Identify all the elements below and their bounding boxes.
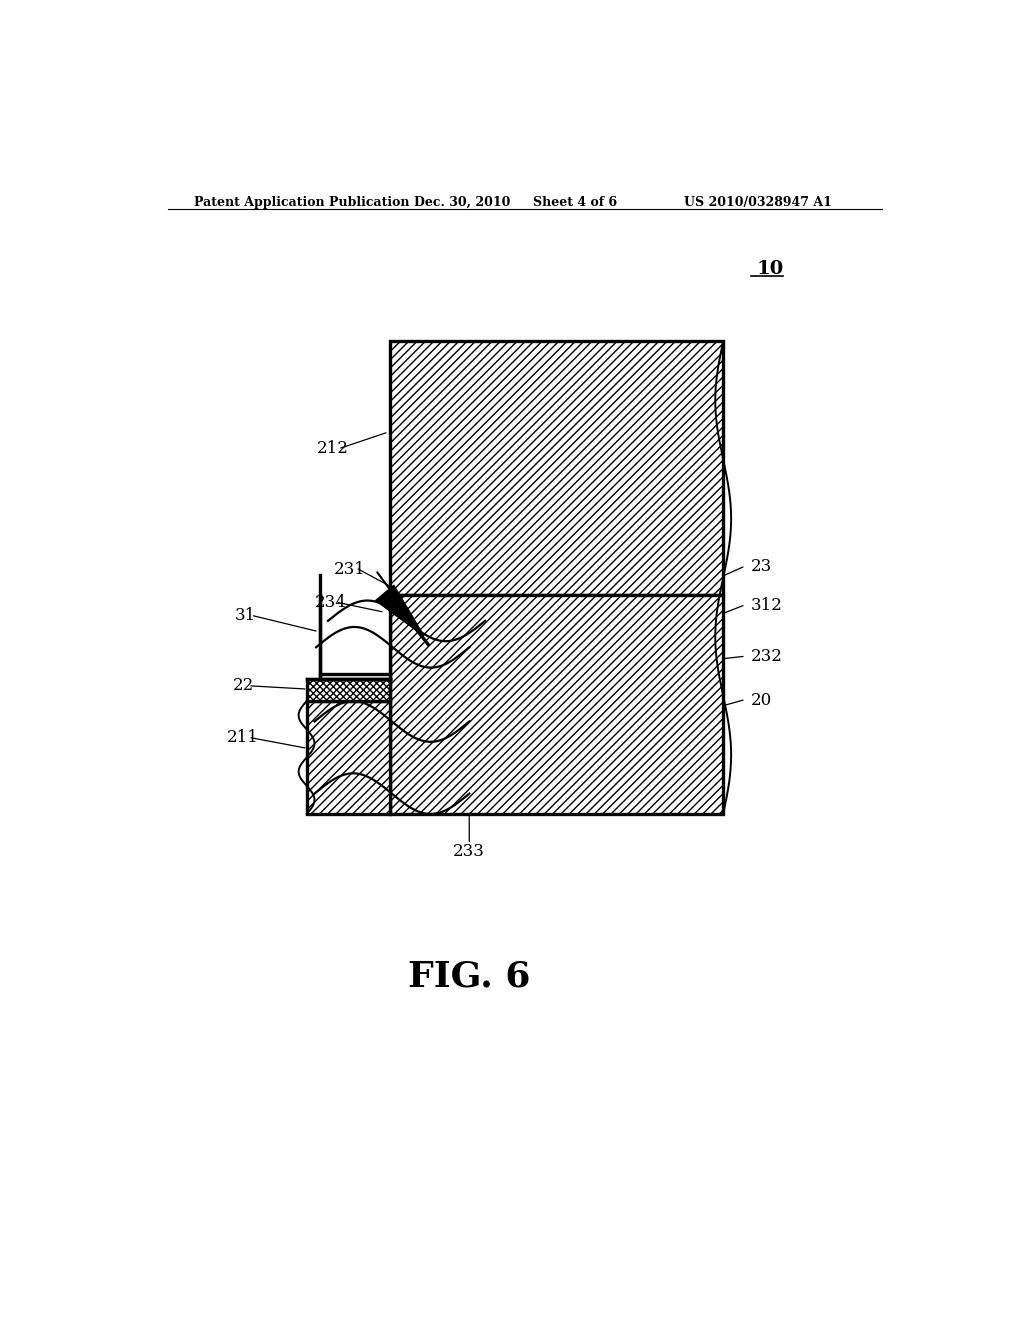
Bar — [306, 678, 390, 701]
Bar — [306, 701, 390, 814]
Text: 31: 31 — [234, 607, 256, 624]
Text: 211: 211 — [227, 729, 259, 746]
Text: Dec. 30, 2010: Dec. 30, 2010 — [414, 195, 510, 209]
Text: 312: 312 — [751, 597, 783, 614]
Bar — [306, 595, 390, 678]
Text: 234: 234 — [314, 594, 346, 611]
Text: 231: 231 — [334, 561, 367, 578]
Text: 22: 22 — [232, 677, 254, 694]
Bar — [306, 701, 390, 814]
Text: Sheet 4 of 6: Sheet 4 of 6 — [532, 195, 616, 209]
Bar — [390, 342, 723, 595]
Text: FIG. 6: FIG. 6 — [408, 960, 530, 994]
Text: US 2010/0328947 A1: US 2010/0328947 A1 — [684, 195, 831, 209]
Text: Patent Application Publication: Patent Application Publication — [194, 195, 410, 209]
Text: 212: 212 — [316, 440, 349, 457]
Bar — [390, 342, 723, 595]
Text: 233: 233 — [454, 843, 485, 861]
Text: 10: 10 — [757, 260, 783, 279]
Bar — [306, 678, 390, 701]
Text: 23: 23 — [751, 558, 772, 576]
Bar — [390, 595, 723, 814]
Polygon shape — [376, 585, 424, 636]
Text: 20: 20 — [751, 692, 772, 709]
Text: 232: 232 — [751, 648, 783, 665]
Bar — [390, 595, 723, 814]
